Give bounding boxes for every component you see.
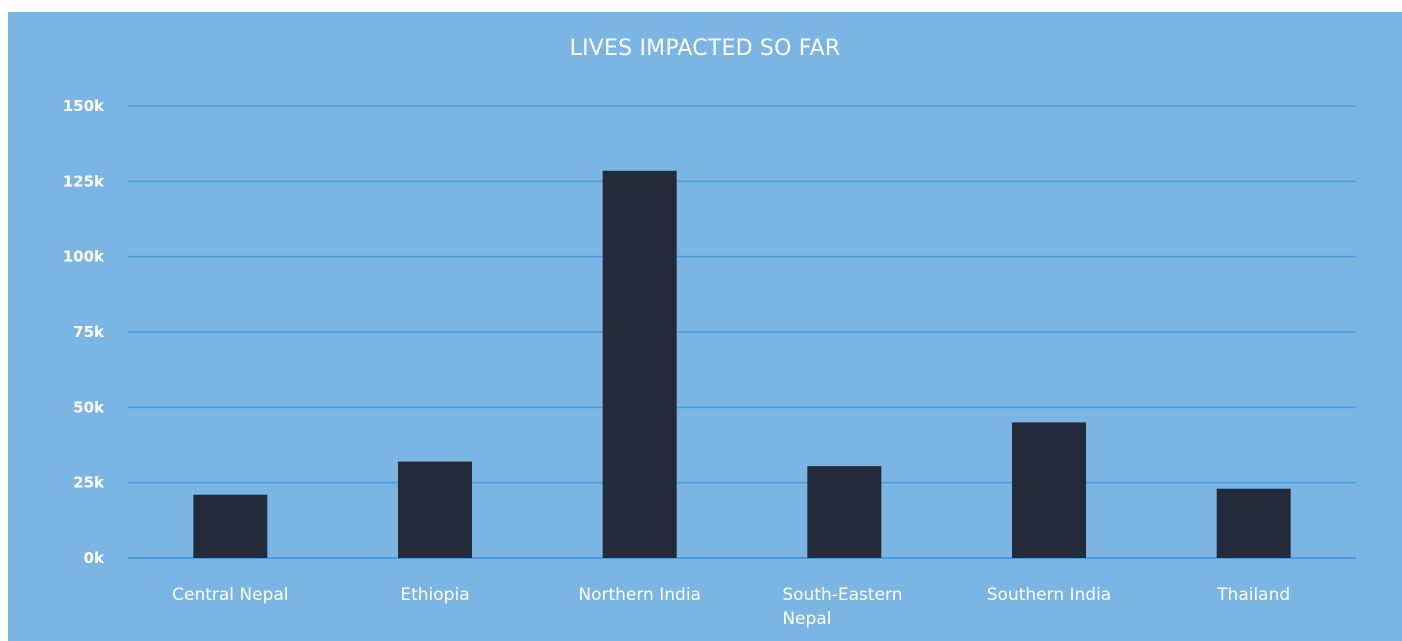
x-tick-label: Northern India: [578, 585, 701, 605]
bar-ethiopia: [398, 461, 472, 558]
y-axis-ticks: 0k 25k 50k 75k 100k 125k 150k: [63, 97, 105, 567]
bar-south-eastern-nepal: [807, 466, 882, 558]
y-tick-label: 25k: [73, 474, 105, 492]
x-tick-label: South-Eastern Nepal: [782, 585, 902, 629]
chart-title: LIVES IMPACTED SO FAR: [569, 36, 841, 61]
bars: [193, 170, 1291, 558]
x-tick-label: Central Nepal: [172, 585, 288, 605]
y-tick-label: 150k: [63, 97, 105, 115]
bar-northern-india: [602, 170, 677, 558]
y-tick-label: 50k: [73, 398, 105, 416]
bar-chart: 0k 25k 50k 75k 100k 125k 150k Central Nepal Eth…: [63, 97, 1356, 629]
x-tick-label: Southern India: [987, 585, 1111, 605]
bar-central-nepal: [193, 494, 268, 558]
bar-southern-india: [1012, 422, 1086, 558]
gridlines: [128, 105, 1356, 559]
chart-panel: LIVES IMPACTED SO FAR 0k 25k 50k 75k 100k 125…: [8, 12, 1402, 641]
y-tick-label: 75k: [73, 323, 105, 341]
x-tick-label: Thailand: [1216, 585, 1290, 605]
y-tick-label: 100k: [63, 248, 105, 266]
x-tick-label: Ethiopia: [400, 585, 469, 605]
y-tick-label: 125k: [63, 172, 105, 190]
bar-thailand: [1216, 488, 1291, 558]
y-tick-label: 0k: [84, 549, 105, 567]
x-axis-labels: Central Nepal Ethiopia Northern India South…: [172, 585, 1290, 629]
